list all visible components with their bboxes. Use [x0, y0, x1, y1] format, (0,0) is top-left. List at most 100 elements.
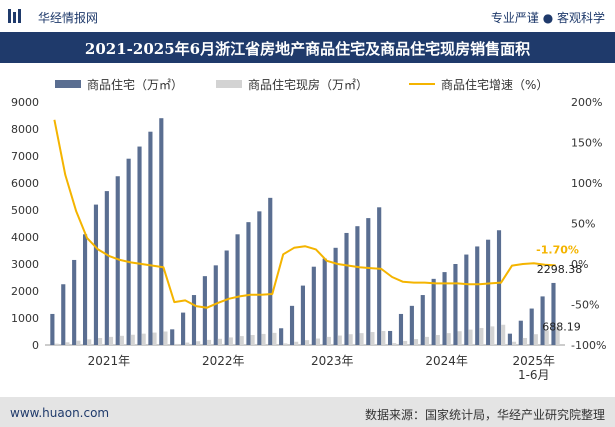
bar-residential — [213, 265, 218, 345]
bar-completed — [283, 343, 288, 345]
bar-completed — [141, 333, 146, 345]
bar-residential — [507, 333, 512, 345]
bar-completed — [272, 332, 277, 345]
left-axis-tick-label: 5000 — [11, 204, 39, 217]
title-band — [0, 32, 615, 63]
legend: 商品住宅（万㎡） 商品住宅现房（万㎡） 商品住宅增速（%） — [0, 76, 615, 94]
left-axis-tick-label: 9000 — [11, 96, 39, 109]
x-axis-tick-label: 2022年 — [202, 354, 245, 368]
bar-residential — [82, 234, 88, 345]
bar-residential — [115, 176, 120, 345]
chart-title: 2021-2025年6月浙江省房地产商品住宅及商品住宅现房销售面积 — [84, 40, 531, 58]
bar-residential — [377, 207, 382, 345]
bar-completed — [370, 332, 375, 345]
bar-residential — [246, 222, 251, 345]
bar-residential — [159, 118, 164, 345]
bar-residential — [529, 308, 534, 345]
bar-residential — [496, 230, 502, 345]
right-axis-tick-label: -50% — [571, 299, 599, 312]
bar-residential — [61, 284, 66, 345]
bar-residential — [289, 305, 295, 345]
bar-completed — [108, 336, 114, 345]
bar-completed — [87, 339, 92, 345]
brand-name: 华经情报网 — [38, 11, 99, 25]
x-axis-tick-label: 2025年 — [512, 354, 555, 368]
bar-residential — [50, 313, 55, 345]
bar-completed — [359, 333, 364, 345]
bar-completed — [326, 336, 331, 345]
bar-residential — [300, 285, 305, 345]
bar-residential — [409, 305, 414, 345]
legend-label-completed: 商品住宅现房（万㎡） — [248, 78, 369, 92]
legend-swatch-residential — [55, 80, 81, 88]
bar-completed — [163, 331, 168, 345]
bar-completed — [533, 334, 538, 345]
left-axis-tick-label: 0 — [32, 339, 39, 352]
bar-residential — [257, 211, 262, 345]
bar-residential — [93, 204, 99, 345]
bar-completed — [152, 332, 157, 345]
data-label-growth: -1.70% — [536, 243, 579, 256]
bar-residential — [181, 312, 186, 345]
legend-label-growth: 商品住宅增速（%） — [441, 78, 549, 92]
bar-residential — [191, 295, 197, 345]
bar-residential — [202, 276, 207, 345]
bar-completed — [228, 337, 233, 345]
right-axis-tick-label: 0% — [571, 258, 588, 271]
bar-residential — [268, 197, 273, 345]
bar-residential — [464, 254, 469, 345]
right-axis-tick-label: -100% — [571, 339, 606, 352]
right-axis-tick-label: 200% — [571, 96, 602, 109]
bar-residential — [170, 329, 175, 345]
bar-residential — [72, 259, 77, 345]
bar-completed — [511, 341, 517, 345]
legend-swatch-completed — [216, 80, 242, 88]
bar-completed — [206, 339, 212, 345]
bar-completed — [76, 340, 81, 345]
left-axis-tick-label: 1000 — [11, 312, 39, 325]
bar-completed — [174, 343, 179, 345]
bar-residential — [333, 247, 338, 345]
bar-completed — [522, 337, 528, 345]
bar-residential — [224, 250, 229, 345]
bar-completed — [217, 338, 222, 345]
right-axis-tick-label: 150% — [571, 137, 602, 150]
bar-residential — [344, 232, 349, 345]
bar-completed — [196, 341, 201, 345]
left-axis-tick-label: 3000 — [11, 258, 39, 271]
bar-completed — [294, 341, 299, 345]
left-axis-tick-label: 6000 — [11, 177, 39, 190]
bar-completed — [261, 333, 266, 345]
bar-residential — [366, 218, 371, 345]
bar-residential — [442, 272, 447, 345]
legend-label-residential: 商品住宅（万㎡） — [87, 78, 184, 92]
bar-residential — [431, 278, 436, 345]
legend-swatch-growth — [409, 83, 435, 85]
chart-area: 0 1000 2000 3000 4000 5000 6000 7000 8000 9000 -10… — [11, 96, 606, 382]
x-axis-tick-label: 2021年 — [88, 354, 131, 368]
left-axis-tick-label: 7000 — [11, 150, 39, 163]
bar-completed — [544, 330, 549, 345]
bar-residential — [540, 296, 545, 345]
bar-completed — [130, 334, 135, 345]
bar-residential — [355, 226, 360, 345]
x-axis-tick-label: 2024年 — [425, 354, 468, 368]
left-axis-tick-label: 4000 — [11, 231, 39, 244]
bar-completed — [119, 335, 124, 345]
left-axis-tick-label: 8000 — [11, 123, 39, 136]
bar-residential — [518, 320, 523, 345]
bar-completed — [337, 335, 342, 345]
bar-completed — [98, 337, 103, 345]
footer-band — [0, 397, 615, 427]
data-label-residential: 2298.38 — [537, 263, 583, 276]
bar-completed — [457, 331, 462, 345]
footer-source: 数据来源：国家统计局，华经产业研究院整理 — [364, 408, 605, 422]
logo-icon — [8, 9, 21, 23]
tagline: 专业严谨 ● 客观科学 — [490, 11, 605, 25]
bar-completed — [239, 336, 244, 345]
bar-completed — [446, 333, 451, 345]
bar-completed — [403, 340, 408, 345]
bar-completed — [348, 334, 353, 345]
bar-completed — [381, 330, 386, 345]
bar-residential — [126, 158, 131, 345]
